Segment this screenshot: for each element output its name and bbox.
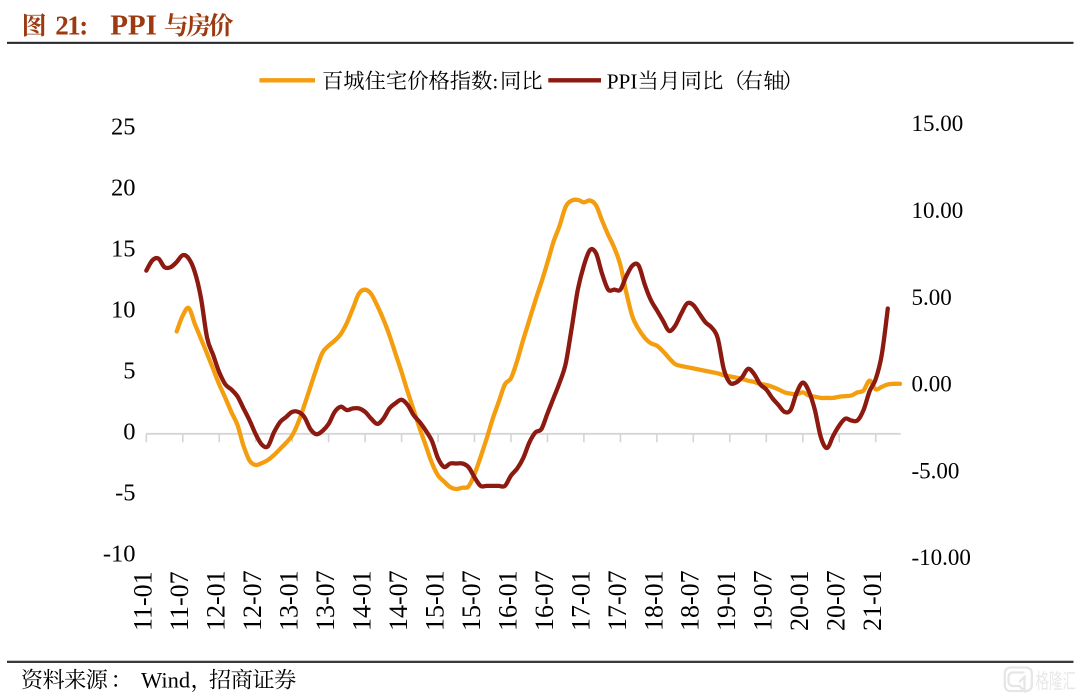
svg-text:-10.00: -10.00 (912, 545, 971, 570)
svg-text:11-01: 11-01 (129, 571, 158, 631)
svg-text:17-01: 17-01 (566, 570, 595, 631)
svg-text::: : (492, 69, 498, 93)
svg-text:13-01: 13-01 (275, 570, 304, 631)
svg-text:10: 10 (111, 297, 136, 324)
svg-text:18-01: 18-01 (639, 570, 668, 631)
svg-text:11-07: 11-07 (165, 571, 194, 631)
svg-text:-5: -5 (115, 480, 135, 507)
svg-text:5: 5 (123, 358, 135, 385)
svg-text:12-01: 12-01 (202, 570, 231, 631)
svg-text:0.00: 0.00 (912, 372, 952, 397)
svg-text:15-01: 15-01 (420, 570, 449, 631)
svg-text:5.00: 5.00 (912, 285, 952, 310)
svg-text:21-01: 21-01 (858, 570, 887, 631)
svg-text:15: 15 (111, 236, 136, 263)
svg-text:PPI: PPI (607, 69, 638, 93)
svg-text:16-01: 16-01 (493, 570, 522, 631)
svg-text:12-07: 12-07 (238, 570, 267, 631)
svg-text:14-01: 14-01 (347, 570, 376, 631)
svg-text:19-07: 19-07 (749, 570, 778, 631)
svg-text:-10: -10 (103, 541, 136, 568)
svg-text:15.00: 15.00 (912, 111, 964, 136)
svg-text:19-01: 19-01 (712, 570, 741, 631)
svg-text:21:: 21: (55, 10, 87, 40)
svg-text:Wind: Wind (141, 668, 190, 693)
svg-text:18-07: 18-07 (676, 570, 705, 631)
svg-text:14-07: 14-07 (384, 570, 413, 631)
svg-text:20: 20 (111, 175, 136, 202)
svg-text:-5.00: -5.00 (912, 458, 960, 483)
svg-text:20-01: 20-01 (785, 570, 814, 631)
svg-text:0: 0 (123, 419, 135, 446)
svg-text:PPI: PPI (110, 9, 157, 41)
svg-text:16-07: 16-07 (530, 570, 559, 631)
svg-text:17-07: 17-07 (603, 570, 632, 631)
svg-text:15-07: 15-07 (457, 570, 486, 631)
svg-text:13-07: 13-07 (311, 570, 340, 631)
svg-text:10.00: 10.00 (912, 198, 964, 223)
svg-text:20-07: 20-07 (822, 570, 851, 631)
svg-text:25: 25 (111, 114, 136, 141)
